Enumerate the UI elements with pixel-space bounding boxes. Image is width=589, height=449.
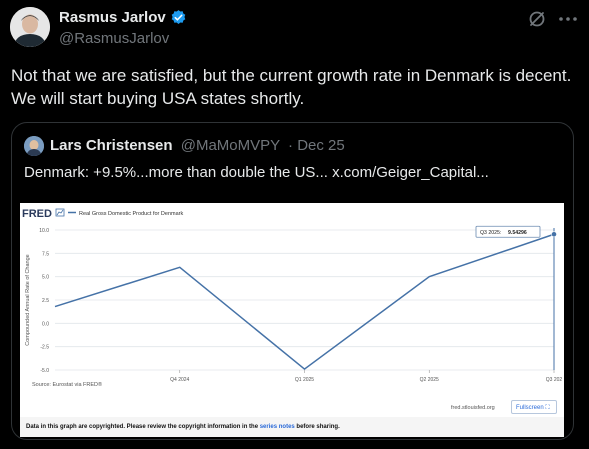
fred-line-chart: FRED Real Gross Domestic Product for Den… <box>20 203 564 417</box>
author-display-name[interactable]: Rasmus Jarlov <box>59 9 166 26</box>
user-photo-icon <box>10 7 50 47</box>
series-line <box>54 233 555 371</box>
fullscreen-label: Fullscreen <box>516 405 544 411</box>
fullscreen-button[interactable]: Fullscreen ⛶ <box>511 400 557 414</box>
quote-user-photo-icon <box>24 136 44 156</box>
series-points <box>54 231 557 370</box>
y-tick-label: -5.0 <box>40 368 49 374</box>
x-tick-label: Q4 2024 <box>170 377 189 383</box>
y-tick-label: 10.0 <box>39 228 49 234</box>
grok-icon[interactable] <box>527 9 547 29</box>
source-label: Source: Eurostat via FRED® <box>32 381 102 388</box>
quote-text: Denmark: +9.5%...more than double the US… <box>24 164 489 181</box>
quote-date[interactable]: · Dec 25 <box>288 137 345 154</box>
data-point <box>551 231 557 238</box>
chart-tooltip: Q3 2025: 9.54296 <box>475 225 541 238</box>
footer-prefix: Data in this graph are copyrighted. Plea… <box>26 424 259 430</box>
quote-avatar[interactable] <box>24 136 44 156</box>
author-name-row: Rasmus Jarlov <box>59 9 187 26</box>
fred-logo-mark-icon <box>55 208 65 217</box>
quote-display-name[interactable]: Lars Christensen <box>50 137 173 154</box>
tooltip-value: 9.54296 <box>508 230 527 236</box>
avatar[interactable] <box>10 7 50 47</box>
x-tick-labels: Q4 2024 Q1 2025 Q2 2025 Q3 202 <box>170 370 562 383</box>
footer-suffix: before sharing. <box>296 424 340 430</box>
tweet-text: Not that we are satisfied, but the curre… <box>11 66 572 108</box>
series-notes-link[interactable]: series notes <box>259 424 295 430</box>
fred-logo: FRED <box>22 208 52 220</box>
y-tick-label: 5.0 <box>42 275 49 281</box>
copyright-footer: Data in this graph are copyrighted. Plea… <box>20 417 564 437</box>
x-tick-label: Q2 2025 <box>420 377 439 383</box>
x-tick-label: Q1 2025 <box>295 377 314 383</box>
y-tick-label: 0.0 <box>42 321 49 327</box>
fred-site-label: fred.stlouisfed.org <box>451 405 495 411</box>
more-options-icon[interactable] <box>557 9 579 29</box>
y-tick-label: 2.5 <box>42 298 49 304</box>
y-tick-label: -2.5 <box>40 345 49 351</box>
quote-handle[interactable]: @MaMoMVPY <box>180 137 280 154</box>
verified-badge-icon <box>171 10 186 24</box>
fred-chart-image[interactable]: FRED Real Gross Domestic Product for Den… <box>20 203 564 437</box>
y-tick-label: 7.5 <box>42 251 49 257</box>
author-handle[interactable]: @RasmusJarlov <box>59 30 170 47</box>
y-tick-labels: 10.0 7.5 5.0 2.5 0.0 -2.5 -5.0 <box>39 228 49 374</box>
y-axis-label: Compounded Annual Rate of Change <box>25 254 31 345</box>
tooltip-label: Q3 2025: <box>480 230 501 236</box>
legend-label: Real Gross Domestic Product for Denmark <box>79 211 183 217</box>
x-tick-label: Q3 202 <box>546 377 563 383</box>
fullscreen-icon: ⛶ <box>545 405 550 411</box>
quote-meta: Lars Christensen @MaMoMVPY · Dec 25 <box>50 137 345 154</box>
quoted-tweet[interactable]: Lars Christensen @MaMoMVPY · Dec 25 Denm… <box>11 122 574 440</box>
chart-gridlines <box>55 228 555 371</box>
